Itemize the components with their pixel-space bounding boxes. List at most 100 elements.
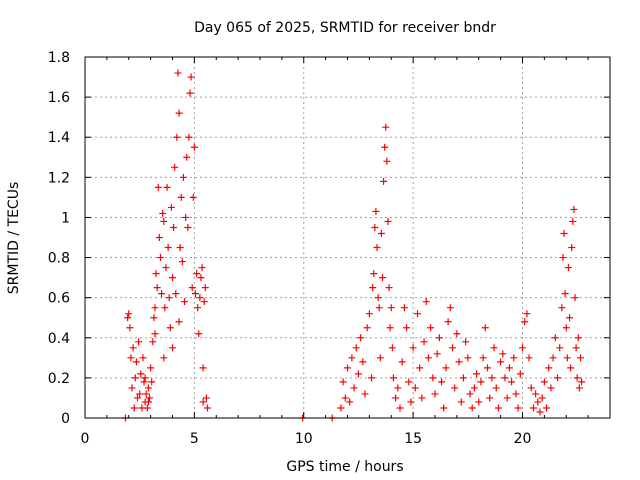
data-point <box>538 394 546 402</box>
data-point <box>501 374 509 382</box>
data-point <box>163 183 171 191</box>
data-point <box>131 374 139 382</box>
y-tick-label: 1.4 <box>48 130 70 146</box>
data-point <box>455 358 463 366</box>
data-point <box>551 334 559 342</box>
data-point <box>433 350 441 358</box>
data-point <box>377 229 385 237</box>
y-tick-label: 1.2 <box>48 170 70 186</box>
data-point <box>516 370 524 378</box>
data-point <box>563 354 571 362</box>
data-point <box>372 207 380 215</box>
data-point <box>429 374 437 382</box>
data-point <box>543 404 551 412</box>
data-point <box>153 284 161 292</box>
data-point <box>547 384 555 392</box>
data-point <box>188 284 196 292</box>
data-point <box>385 284 393 292</box>
data-point <box>128 384 136 392</box>
data-point <box>532 390 540 398</box>
data-point <box>466 390 474 398</box>
data-point <box>459 374 467 382</box>
data-point <box>444 318 452 326</box>
y-tick-label: 1.8 <box>48 50 70 66</box>
data-point <box>204 404 211 412</box>
data-point <box>132 358 140 366</box>
data-point <box>187 73 195 81</box>
data-point <box>176 244 184 252</box>
data-point <box>556 344 564 352</box>
data-point <box>486 394 494 402</box>
data-point <box>578 378 586 386</box>
data-point <box>194 304 202 312</box>
data-point <box>407 398 415 406</box>
data-point <box>191 290 199 298</box>
data-point <box>183 153 191 161</box>
data-point <box>414 310 421 318</box>
data-point <box>151 304 159 312</box>
data-point <box>575 384 583 392</box>
data-point <box>457 398 465 406</box>
data-point <box>354 370 362 378</box>
data-point <box>181 298 189 306</box>
data-point <box>418 394 426 402</box>
y-tick-label: 0.2 <box>48 371 70 387</box>
data-point <box>171 163 179 171</box>
data-point <box>175 318 183 326</box>
data-point <box>193 270 201 278</box>
data-point <box>431 390 439 398</box>
data-point <box>529 404 537 412</box>
y-tick-label: 0 <box>61 411 70 427</box>
data-point <box>376 354 384 362</box>
data-point <box>488 374 496 382</box>
data-point <box>352 344 360 352</box>
data-point <box>560 229 568 237</box>
data-point <box>182 213 190 221</box>
data-point <box>562 324 570 332</box>
data-point <box>545 364 553 372</box>
data-point <box>383 157 391 165</box>
data-point <box>344 364 351 372</box>
data-point <box>381 143 389 151</box>
data-point <box>427 324 435 332</box>
data-point <box>137 370 145 378</box>
data-point <box>175 109 183 117</box>
data-point <box>568 244 576 252</box>
tick-labels: 0 5 10 15 20 0 0.2 0.4 0.6 0.8 1 1.2 1.4 1.6 1.8 <box>48 50 532 447</box>
data-point <box>341 394 349 402</box>
x-tick-label: 15 <box>404 431 422 447</box>
data-point <box>484 364 491 372</box>
data-point <box>152 270 160 278</box>
data-point <box>127 354 135 362</box>
data-point <box>510 354 518 362</box>
data-point <box>384 217 392 225</box>
data-points <box>121 69 586 422</box>
data-point <box>558 304 566 312</box>
data-point <box>570 205 578 213</box>
data-point <box>125 310 133 318</box>
data-point <box>359 358 367 366</box>
data-point <box>198 264 206 272</box>
data-point <box>154 183 162 191</box>
y-axis-title: SRMTID / TECUs <box>6 182 22 295</box>
data-point <box>536 408 544 416</box>
data-point <box>136 390 144 398</box>
data-point <box>534 398 542 406</box>
data-point <box>339 378 347 386</box>
data-point <box>166 324 174 332</box>
data-point <box>374 294 382 302</box>
data-point <box>365 310 373 318</box>
data-point <box>398 358 406 366</box>
data-point <box>160 354 168 362</box>
data-point <box>162 264 170 272</box>
data-point <box>453 330 461 338</box>
data-point <box>199 364 207 372</box>
y-tick-label: 1.6 <box>48 90 70 106</box>
data-point <box>155 234 163 241</box>
data-point <box>422 298 430 306</box>
x-tick-label: 0 <box>81 431 90 447</box>
data-point <box>199 398 207 406</box>
data-point <box>135 338 143 346</box>
